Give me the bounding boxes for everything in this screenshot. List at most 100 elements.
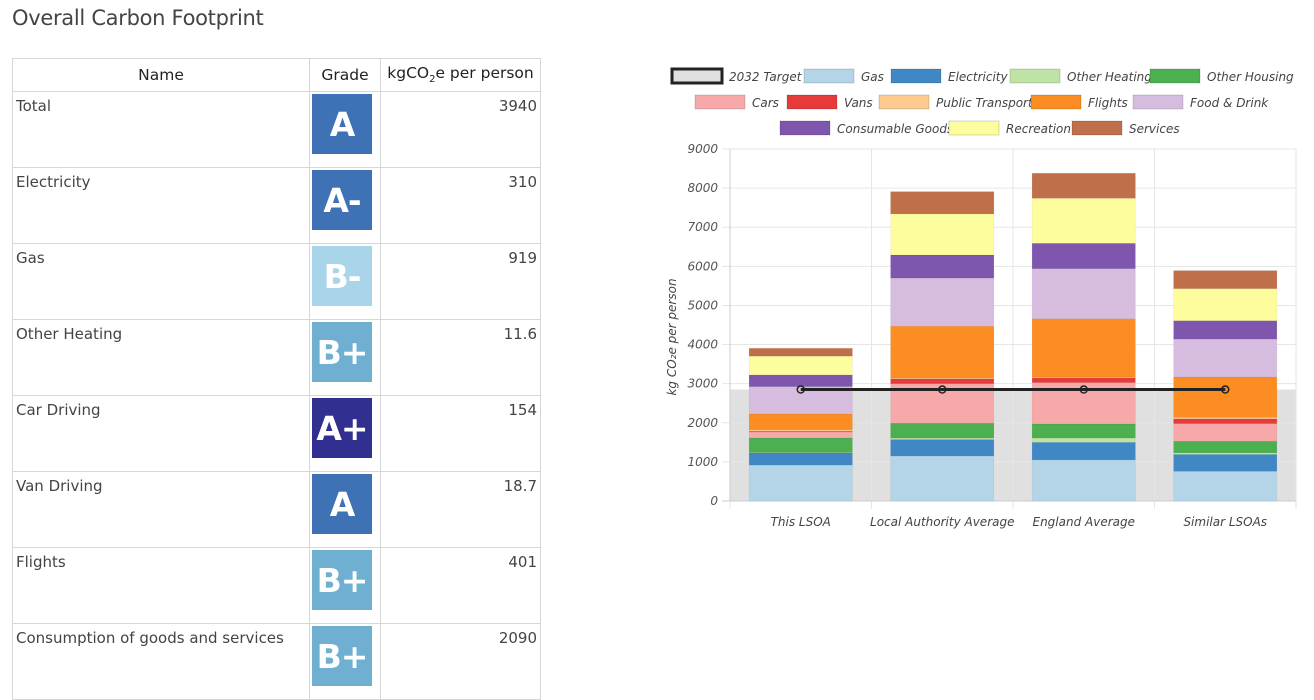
bar-segment [1032,198,1135,243]
bar-segment [749,432,852,438]
row-grade-cell: B- [310,244,381,320]
legend-label: Other Heating [1067,70,1152,84]
bar-segment [891,440,994,456]
bar-segment [1174,471,1277,501]
page-title: Overall Carbon Footprint [12,6,263,30]
bar-segment [1032,460,1135,501]
grade-badge: B+ [312,322,372,382]
value-header-prefix: kgCO [387,64,429,82]
legend-swatch [672,69,722,83]
bar-segment [749,375,852,387]
legend-swatch [1150,69,1200,83]
column-header-grade: Grade [310,59,381,92]
row-grade-cell: A- [310,168,381,244]
legend-label: Other Housing [1207,70,1294,84]
row-grade-cell: B+ [310,624,381,700]
row-name: Gas [13,244,310,320]
row-name: Electricity [13,168,310,244]
legend-swatch [1031,95,1081,109]
bar-segment [1174,454,1277,471]
legend-swatch [804,69,854,83]
grade-badge: A+ [312,398,372,458]
column-header-name: Name [13,59,310,92]
bar-segment [1032,243,1135,268]
row-grade-cell: B+ [310,320,381,396]
bar-segment [1174,424,1277,442]
y-axis-label: kg CO₂e per person [665,278,679,395]
x-tick-label: England Average [1032,515,1135,529]
bar-segment [1174,321,1277,339]
row-grade-cell: A+ [310,396,381,472]
y-tick-label: 8000 [687,181,718,195]
y-tick-label: 0 [710,494,718,508]
row-grade-cell: A [310,92,381,168]
legend-label: Public Transport [936,96,1034,110]
legend-swatch [879,95,929,109]
bar-segment [891,456,994,501]
legend-label: Vans [844,96,873,110]
legend-swatch [695,95,745,109]
legend-swatch [949,121,999,135]
row-value: 919 [381,244,541,320]
bar-segment [749,465,852,501]
grade-badge: B+ [312,550,372,610]
bar-segment [1174,339,1277,377]
bar-segment [1174,441,1277,453]
bar-segment [1174,377,1277,417]
legend-swatch [1133,95,1183,109]
y-tick-label: 3000 [687,377,718,391]
bar-segment [1032,424,1135,438]
row-value: 154 [381,396,541,472]
legend-swatch [891,69,941,83]
row-value: 18.7 [381,472,541,548]
grade-badge: B+ [312,626,372,686]
legend-label: Electricity [948,70,1009,84]
legend-label: Food & Drink [1190,96,1269,110]
bar-segment [1032,269,1135,319]
grade-badge: A- [312,170,372,230]
y-tick-label: 1000 [687,455,718,469]
y-tick-label: 9000 [687,142,718,156]
y-tick-label: 7000 [687,220,718,234]
row-value: 3940 [381,92,541,168]
grade-badge: A [312,474,372,534]
bar-segment [749,438,852,452]
row-name: Other Heating [13,320,310,396]
y-tick-label: 4000 [687,338,718,352]
x-tick-label: Similar LSOAs [1183,515,1267,529]
bar-segment [891,255,994,278]
bar-segment [749,348,852,356]
bar-segment [1174,271,1277,289]
legend-label: Gas [861,70,884,84]
x-tick-label: Local Authority Average [870,515,1014,529]
bar-segment [749,414,852,430]
legend-swatch [1010,69,1060,83]
value-header-suffix: e per person [435,64,533,82]
bar-segment [891,423,994,438]
legend-label: Cars [752,96,779,110]
bar-segment [1032,438,1135,442]
row-name: Car Driving [13,396,310,472]
table-header-row: Name Grade kgCO2e per person [13,59,541,92]
bar-segment [891,214,994,255]
row-name: Consumption of goods and services [13,624,310,700]
legend-label: Services [1129,122,1180,136]
column-header-value: kgCO2e per person [381,59,541,92]
grade-badge: A [312,94,372,154]
bar-segment [1032,319,1135,377]
x-tick-label: This LSOA [771,515,831,529]
y-tick-label: 5000 [687,298,718,312]
bar-segment [891,192,994,214]
bar-segment [1032,173,1135,198]
bar-segment [749,453,852,465]
row-grade-cell: A [310,472,381,548]
bar-segment [1174,289,1277,321]
bar-segment [1032,442,1135,460]
